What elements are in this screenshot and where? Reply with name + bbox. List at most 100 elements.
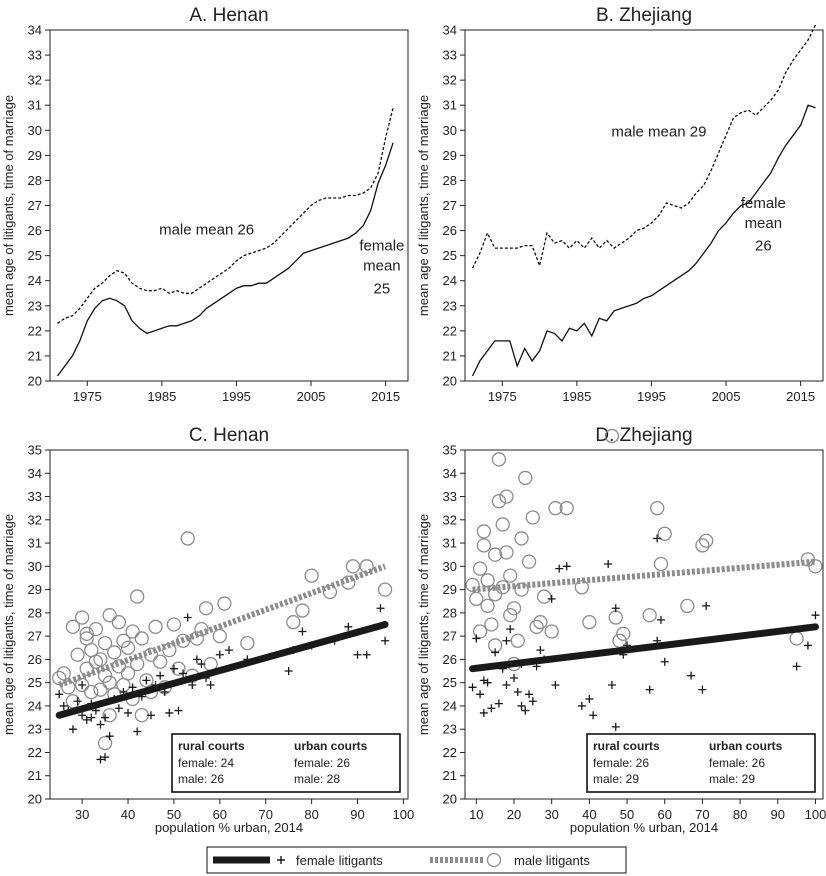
summary-box: rural courts urban courts female: 24 female… <box>171 733 401 793</box>
female-point <box>506 625 515 634</box>
female-point <box>585 694 594 703</box>
female-point <box>215 650 224 659</box>
x-tick-label: 1975 <box>488 389 517 404</box>
panel-a: A. Henan 20 21 22 23 24 25 26 27 28 29 30 31 32 33 34 19… <box>1 5 409 404</box>
female-point <box>803 641 812 650</box>
female-mean-annotation: 25 <box>374 280 391 297</box>
male-point <box>695 538 710 553</box>
male-series-line <box>471 24 817 269</box>
summary-rural-value: male: 26 <box>178 772 224 786</box>
female-point <box>114 704 123 713</box>
y-tick-label: 20 <box>28 792 42 807</box>
y-tick-label: 34 <box>28 23 42 38</box>
legend-male-marker <box>486 852 502 868</box>
y-tick-label: 33 <box>28 489 42 504</box>
female-point <box>174 706 183 715</box>
female-point <box>206 680 215 689</box>
y-tick-label: 32 <box>28 73 42 88</box>
female-point <box>284 667 293 676</box>
female-point <box>362 650 371 659</box>
male-point <box>472 624 488 639</box>
y-tick-label: 24 <box>28 698 42 713</box>
y-tick-label: 33 <box>443 48 457 63</box>
x-tick-label: 20 <box>507 807 521 822</box>
male-point <box>525 510 540 525</box>
y-tick-label: 23 <box>443 298 457 313</box>
x-tick-label: 1995 <box>222 389 251 404</box>
y-tick-label: 24 <box>443 273 457 288</box>
female-point <box>476 690 485 699</box>
male-point <box>111 615 126 630</box>
summary-box-frame <box>586 733 816 793</box>
male-point <box>469 591 484 607</box>
female-point <box>68 725 77 734</box>
x-tick-label: 90 <box>771 807 785 822</box>
y-tick-label: 22 <box>443 745 457 760</box>
female-point <box>133 727 142 736</box>
male-point <box>304 568 319 583</box>
male-point <box>97 736 113 751</box>
x-tick-label: 80 <box>304 807 318 822</box>
male-point <box>503 568 518 583</box>
female-point <box>589 711 598 720</box>
x-tick-label: 2005 <box>712 389 741 404</box>
male-point <box>153 654 168 669</box>
summary-rural-value: female: 26 <box>593 756 649 770</box>
y-tick-label: 24 <box>443 698 457 713</box>
male-point <box>134 631 149 646</box>
y-tick-label: 35 <box>28 443 42 458</box>
female-point <box>502 636 511 645</box>
female-point <box>656 615 665 624</box>
female-point <box>381 636 390 645</box>
male-point <box>653 556 669 572</box>
y-tick-label: 30 <box>443 123 457 138</box>
male-point <box>74 610 90 625</box>
male-point <box>465 577 480 593</box>
y-tick-label: 20 <box>443 374 457 389</box>
female-point <box>517 701 526 710</box>
y-tick-label: 30 <box>443 559 457 574</box>
y-tick-label: 32 <box>443 512 457 527</box>
y-tick-label: 25 <box>443 675 457 690</box>
x-tick-label: 10 <box>469 807 483 822</box>
x-tick-label: 60 <box>213 807 227 822</box>
male-point <box>476 524 491 539</box>
female-point <box>183 613 192 622</box>
female-point <box>197 660 206 669</box>
female-point <box>472 634 481 643</box>
y-tick-label: 20 <box>443 792 457 807</box>
female-point <box>101 713 110 722</box>
male-point <box>808 559 823 574</box>
y-tick-label: 31 <box>28 536 42 551</box>
panel-title: C. Henan <box>189 425 269 446</box>
x-axis-label: population % urban, 2014 <box>155 820 303 835</box>
y-tick-label: 28 <box>28 605 42 620</box>
summary-urban-value: female: 26 <box>709 756 765 770</box>
male-fit-line <box>58 563 387 688</box>
y-tick-label: 29 <box>443 148 457 163</box>
y-tick-label: 31 <box>443 536 457 551</box>
male-point <box>79 661 94 676</box>
male-point <box>70 647 85 662</box>
summary-rural-value: female: 24 <box>178 756 234 770</box>
male-point <box>97 635 113 651</box>
female-series-line <box>471 104 816 377</box>
y-tick-label: 20 <box>28 374 42 389</box>
female-point <box>702 601 711 610</box>
y-axis-label: mean age of litigants, time of marriage <box>416 514 431 735</box>
x-tick-label: 80 <box>733 807 747 822</box>
male-point <box>116 633 131 648</box>
y-axis-label: mean age of litigants, time of marriage <box>416 95 431 316</box>
female-point <box>479 676 488 685</box>
male-mean-annotation: male mean 26 <box>159 221 254 238</box>
female-point <box>101 753 110 762</box>
y-tick-label: 25 <box>28 248 42 263</box>
y-axis-label: mean age of litigants, time of marriage <box>1 514 16 735</box>
male-point <box>514 531 529 546</box>
male-point <box>148 619 163 634</box>
male-point <box>548 501 563 516</box>
x-tick-label: 2005 <box>297 389 326 404</box>
male-mean-annotation: male mean 29 <box>611 124 706 141</box>
female-point <box>124 708 133 717</box>
legend-female-marker <box>277 856 285 864</box>
